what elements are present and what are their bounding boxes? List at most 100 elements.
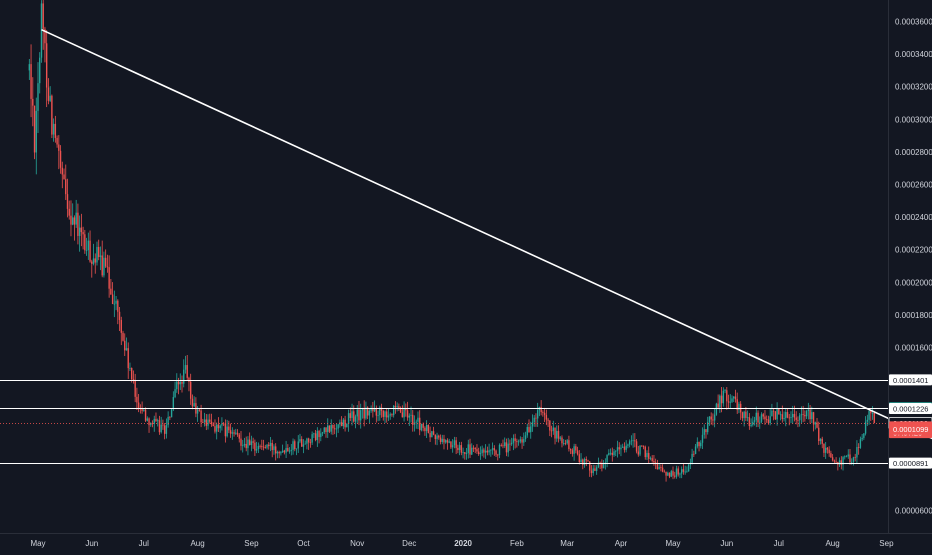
candle-body (145, 410, 146, 421)
candle (716, 403, 717, 416)
candle-body (129, 368, 130, 369)
candle-body (282, 451, 283, 452)
candle-body (422, 424, 423, 428)
candle-body (860, 439, 861, 448)
candle-body (348, 413, 349, 424)
candle-body (853, 457, 854, 462)
candle-body (75, 213, 76, 225)
candle-body (485, 451, 486, 453)
candle-body (443, 439, 444, 443)
candle-body (341, 422, 342, 426)
candle-body (273, 446, 274, 450)
candle-body (178, 382, 179, 385)
candle-body (771, 411, 772, 417)
candle-body (766, 419, 767, 420)
candle-body (497, 455, 498, 456)
candle-body (665, 472, 666, 476)
candle-body (141, 409, 142, 411)
candle-body (383, 411, 384, 417)
candle-body (678, 468, 679, 474)
candle-body (750, 425, 751, 426)
candle-body (431, 431, 432, 437)
candle-body (681, 469, 682, 473)
x-tick-label: 2020 (454, 539, 472, 548)
candle-body (108, 267, 109, 289)
candle-body (547, 420, 548, 421)
candle-body (580, 460, 581, 462)
candle-body (516, 441, 517, 442)
candle-body (37, 83, 38, 111)
candle-body (679, 474, 680, 475)
candle-body (322, 432, 323, 433)
candle-body (55, 124, 56, 138)
candle-body (867, 420, 868, 422)
candle-body (332, 425, 333, 428)
candle-body (315, 433, 316, 440)
candle-body (549, 421, 550, 431)
candle-body (242, 445, 243, 446)
candle-body (164, 425, 165, 433)
candle-body (216, 424, 217, 431)
candle-body (629, 441, 630, 444)
candle-body (606, 455, 607, 462)
candle-body (834, 460, 835, 461)
candle-body (535, 418, 536, 419)
candle-body (756, 413, 757, 420)
candle-body (808, 410, 809, 411)
candle-body (608, 453, 609, 455)
candle-body (70, 216, 71, 225)
candle-body (813, 412, 814, 424)
candle-body (428, 425, 429, 433)
candle-body (138, 403, 139, 409)
candle-body (117, 301, 118, 312)
candle-body (65, 179, 66, 194)
x-tick-label: Oct (297, 539, 310, 548)
candle-body (705, 429, 706, 432)
candle (428, 424, 429, 433)
candle-body (511, 443, 512, 444)
candle-body (730, 402, 731, 403)
candle-body (716, 404, 717, 415)
candle-body (697, 442, 698, 447)
candle-body (514, 438, 515, 441)
candle-body (426, 425, 427, 431)
price-badge-label: 0.0001401 (893, 376, 928, 385)
candle-body (258, 446, 259, 449)
candle-body (858, 447, 859, 448)
candle (778, 408, 779, 414)
candle-body (575, 446, 576, 450)
x-tick-label: Jun (720, 539, 733, 548)
candle-body (469, 444, 470, 454)
candle-body (613, 451, 614, 455)
candle-body (691, 454, 692, 463)
y-tick-label: 0.0003000 (895, 115, 932, 124)
candle-body (553, 428, 554, 431)
candle-body (698, 442, 699, 446)
x-tick-label: Dec (402, 539, 416, 548)
candle-body (403, 408, 404, 417)
candle-body (447, 440, 448, 443)
price-badge: 0.0001401 (889, 374, 932, 385)
candle-body (62, 168, 63, 175)
candle-body (596, 467, 597, 471)
candle-body (593, 468, 594, 473)
candle-body (214, 426, 215, 432)
y-tick-label: 0.0002000 (895, 278, 932, 287)
candle-body (778, 408, 779, 414)
candle-body (58, 144, 59, 150)
candle-body (103, 258, 104, 276)
candle-body (200, 410, 201, 422)
candle-body (398, 406, 399, 408)
candle-body (828, 450, 829, 454)
candle-body (454, 440, 455, 445)
candle-body (815, 422, 816, 424)
candle-body (369, 411, 370, 416)
candle-body (275, 446, 276, 453)
price-badge-label: 0.0001099 (893, 425, 928, 434)
candle-body (202, 422, 203, 423)
candle-body (452, 445, 453, 447)
candle-body (259, 446, 260, 447)
